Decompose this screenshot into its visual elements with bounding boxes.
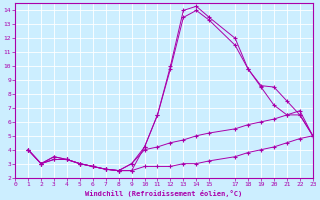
X-axis label: Windchill (Refroidissement éolien,°C): Windchill (Refroidissement éolien,°C) [85, 190, 243, 197]
